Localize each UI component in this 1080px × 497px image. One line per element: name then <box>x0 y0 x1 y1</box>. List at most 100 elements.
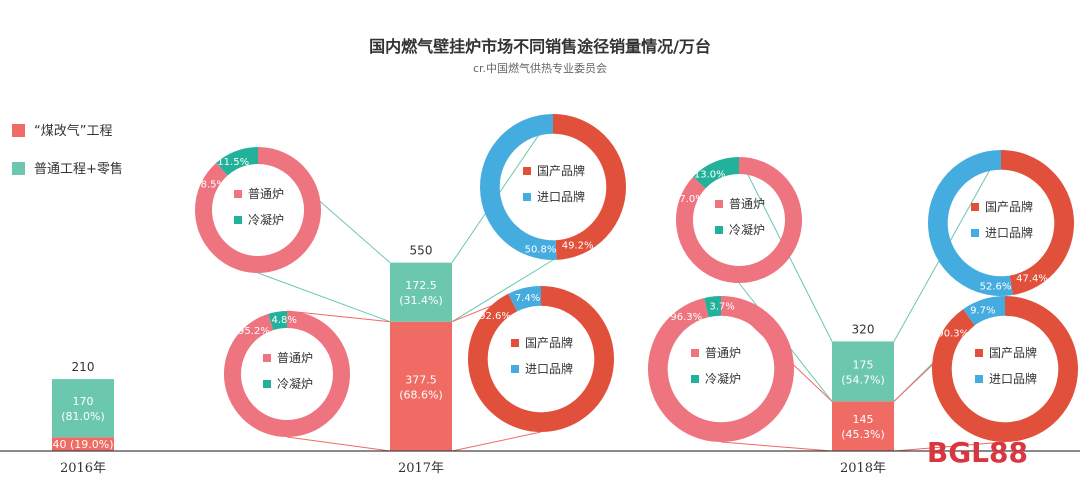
donut-percent-label: 50.8% <box>525 244 557 255</box>
donut-slice-major <box>468 286 614 432</box>
donut-legend-label: 国产品牌 <box>525 336 573 350</box>
donut-slice-minor <box>704 296 722 318</box>
legend-swatch <box>12 162 25 175</box>
donut-legend-label: 进口品牌 <box>985 226 1033 240</box>
connector-line <box>451 431 542 452</box>
donut-slice-minor <box>693 157 740 189</box>
donut-slice-major <box>676 157 802 283</box>
donut-legend-swatch <box>691 375 699 383</box>
x-tick-2018年: 2018年 <box>840 461 886 476</box>
bar-total-2017年: 550 <box>410 244 433 258</box>
bar-label-normal: 172.5 (31.4%) <box>399 279 443 307</box>
donut-percent-label: 13.0% <box>694 170 726 181</box>
donut-legend-swatch <box>263 354 271 362</box>
legend-swatch <box>12 124 25 137</box>
donut-legend-label: 普通炉 <box>248 187 284 201</box>
donut-group: 88.5%11.5%普通炉冷凝炉49.2%50.8%国产品牌进口品牌95.2%4… <box>194 114 1078 442</box>
connector-line <box>720 441 833 452</box>
donut-slice-minor <box>963 296 1006 326</box>
donut-percent-label: 87.0% <box>673 194 705 205</box>
donut-slice-major <box>932 296 1078 442</box>
x-tick-2017年: 2017年 <box>398 461 444 476</box>
bar-coal-2016年 <box>52 437 114 451</box>
bar-coal-2018年 <box>832 401 894 451</box>
donut-legend-label: 普通炉 <box>729 197 765 211</box>
donut-legend-swatch <box>971 229 979 237</box>
donut-slice-major <box>224 311 350 437</box>
donut-percent-label: 90.3% <box>937 328 969 339</box>
donut-legend-swatch <box>234 190 242 198</box>
donut-slice-minor <box>216 147 259 176</box>
connector-line <box>451 113 554 263</box>
donut-legend-swatch <box>971 203 979 211</box>
bar-label-coal: 145 (45.3%) <box>841 413 885 441</box>
donut-percent-label: 3.7% <box>709 301 734 312</box>
donut-legend-label: 国产品牌 <box>989 346 1037 360</box>
donut-slice-minor <box>508 286 542 312</box>
donut-legend-label: 国产品牌 <box>537 164 585 178</box>
connector-line <box>893 441 1006 452</box>
donut-legend-swatch <box>975 375 983 383</box>
bar-total-2016年: 210 <box>72 360 95 374</box>
bar-total-2018年: 320 <box>852 322 875 336</box>
donut-percent-label: 95.2% <box>238 326 270 337</box>
donut-legend-swatch <box>975 349 983 357</box>
donut-percent-label: 9.7% <box>970 305 995 316</box>
donut-legend-swatch <box>234 216 242 224</box>
chart-subtitle: cr.中国燃气供热专业委员会 <box>473 61 607 75</box>
donut-legend-swatch <box>511 339 519 347</box>
bar-label-coal: 377.5 (68.6%) <box>399 373 443 401</box>
bar-normal-2016年 <box>52 379 114 438</box>
donut-percent-label: 7.4% <box>515 293 540 304</box>
bar-label-coal: 40 (19.0%) <box>52 438 113 451</box>
connector-line <box>451 259 554 323</box>
donut-percent-label: 88.5% <box>194 179 226 190</box>
donut-legend-swatch <box>523 167 531 175</box>
donut-legend-label: 冷凝炉 <box>248 212 284 227</box>
donut-legend-label: 冷凝炉 <box>729 222 765 237</box>
donut-percent-label: 47.4% <box>1016 274 1048 285</box>
connector-line <box>286 310 391 323</box>
donut-legend-label: 普通炉 <box>705 346 741 360</box>
donut-percent-label: 4.8% <box>271 315 296 326</box>
donut-percent-label: 11.5% <box>217 157 249 168</box>
donut-legend-swatch <box>523 193 531 201</box>
donut-legend-label: 进口品牌 <box>537 190 585 204</box>
connector-line <box>257 272 391 323</box>
bar-normal-2018年 <box>832 341 894 402</box>
donut-slice-major <box>1000 150 1074 296</box>
bar-coal-2017年 <box>390 321 452 451</box>
donut-legend-label: 国产品牌 <box>985 200 1033 214</box>
donut-percent-label: 49.2% <box>562 241 594 252</box>
donut-slice-minor <box>480 114 557 260</box>
donut-legend-swatch <box>715 200 723 208</box>
bar-label-normal: 170 (81.0%) <box>61 395 105 423</box>
donut-slice-minor <box>268 311 288 331</box>
donut-percent-label: 52.6% <box>980 281 1012 292</box>
bar-label-normal: 175 (54.7%) <box>841 358 885 386</box>
donut-percent-label: 96.3% <box>670 312 702 323</box>
x-tick-2016年: 2016年 <box>60 461 106 476</box>
bar-normal-2017年 <box>390 262 452 322</box>
donut-slice-minor <box>928 150 1013 296</box>
donut-legend-swatch <box>511 365 519 373</box>
donut-legend-label: 进口品牌 <box>525 362 573 376</box>
donut-percent-label: 92.6% <box>479 311 511 322</box>
bar-group: 40 (19.0%) 170 (81.0%) 210 2016年 377.5 (68.6%)… <box>52 244 894 476</box>
donut-legend-label: 进口品牌 <box>989 372 1037 386</box>
donut-legend-label: 冷凝炉 <box>705 371 741 386</box>
donut-slice-major <box>648 296 794 442</box>
legend-label: 普通工程+零售 <box>34 161 123 177</box>
donut-slice-major <box>552 114 626 260</box>
watermark-logo: BGL88 <box>927 436 1028 469</box>
donut-legend-swatch <box>715 226 723 234</box>
